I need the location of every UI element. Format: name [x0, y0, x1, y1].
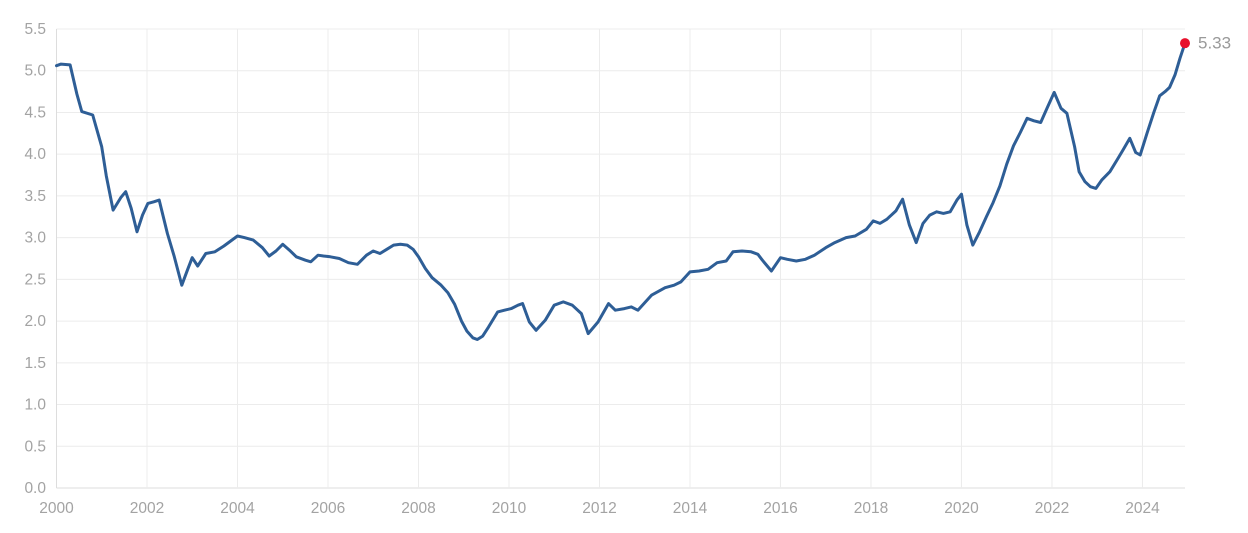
x-axis-tick-label: 2024 — [1125, 500, 1160, 517]
latest-value-label: 5.33 — [1198, 34, 1231, 53]
latest-value-dot — [1180, 38, 1190, 49]
x-axis-tick-label: 2000 — [39, 500, 74, 517]
x-axis-tick-label: 2020 — [944, 500, 979, 517]
x-axis-tick-label: 2012 — [582, 500, 616, 517]
y-axis-tick-label: 4.5 — [24, 104, 46, 121]
x-axis-tick-label: 2010 — [492, 500, 527, 517]
x-axis-tick-label: 2004 — [220, 500, 255, 517]
y-axis-tick-label: 5.0 — [24, 63, 46, 80]
x-axis-tick-label: 2008 — [401, 500, 435, 517]
x-axis-tick-label: 2014 — [673, 500, 708, 517]
x-axis-tick-label: 2022 — [1035, 500, 1069, 517]
y-axis-tick-label: 5.5 — [24, 21, 46, 38]
x-axis-tick-label: 2018 — [854, 500, 888, 517]
y-axis-tick-label: 2.0 — [24, 313, 46, 330]
x-axis-tick-label: 2002 — [130, 500, 164, 517]
y-axis-tick-label: 0.5 — [24, 438, 46, 455]
y-axis-tick-label: 2.5 — [24, 271, 46, 288]
rate-line-series — [55, 41, 1187, 341]
y-axis-tick-label: 3.5 — [24, 188, 46, 205]
y-axis-tick-label: 4.0 — [24, 146, 46, 163]
x-axis-tick-label: 2006 — [311, 500, 345, 517]
y-axis-tick-label: 3.0 — [24, 230, 46, 247]
y-axis-tick-label: 1.0 — [24, 397, 46, 414]
x-axis-tick-label: 2016 — [763, 500, 797, 517]
y-axis-tick-label: 1.5 — [24, 355, 46, 372]
y-axis-tick-label: 0.0 — [24, 480, 46, 497]
